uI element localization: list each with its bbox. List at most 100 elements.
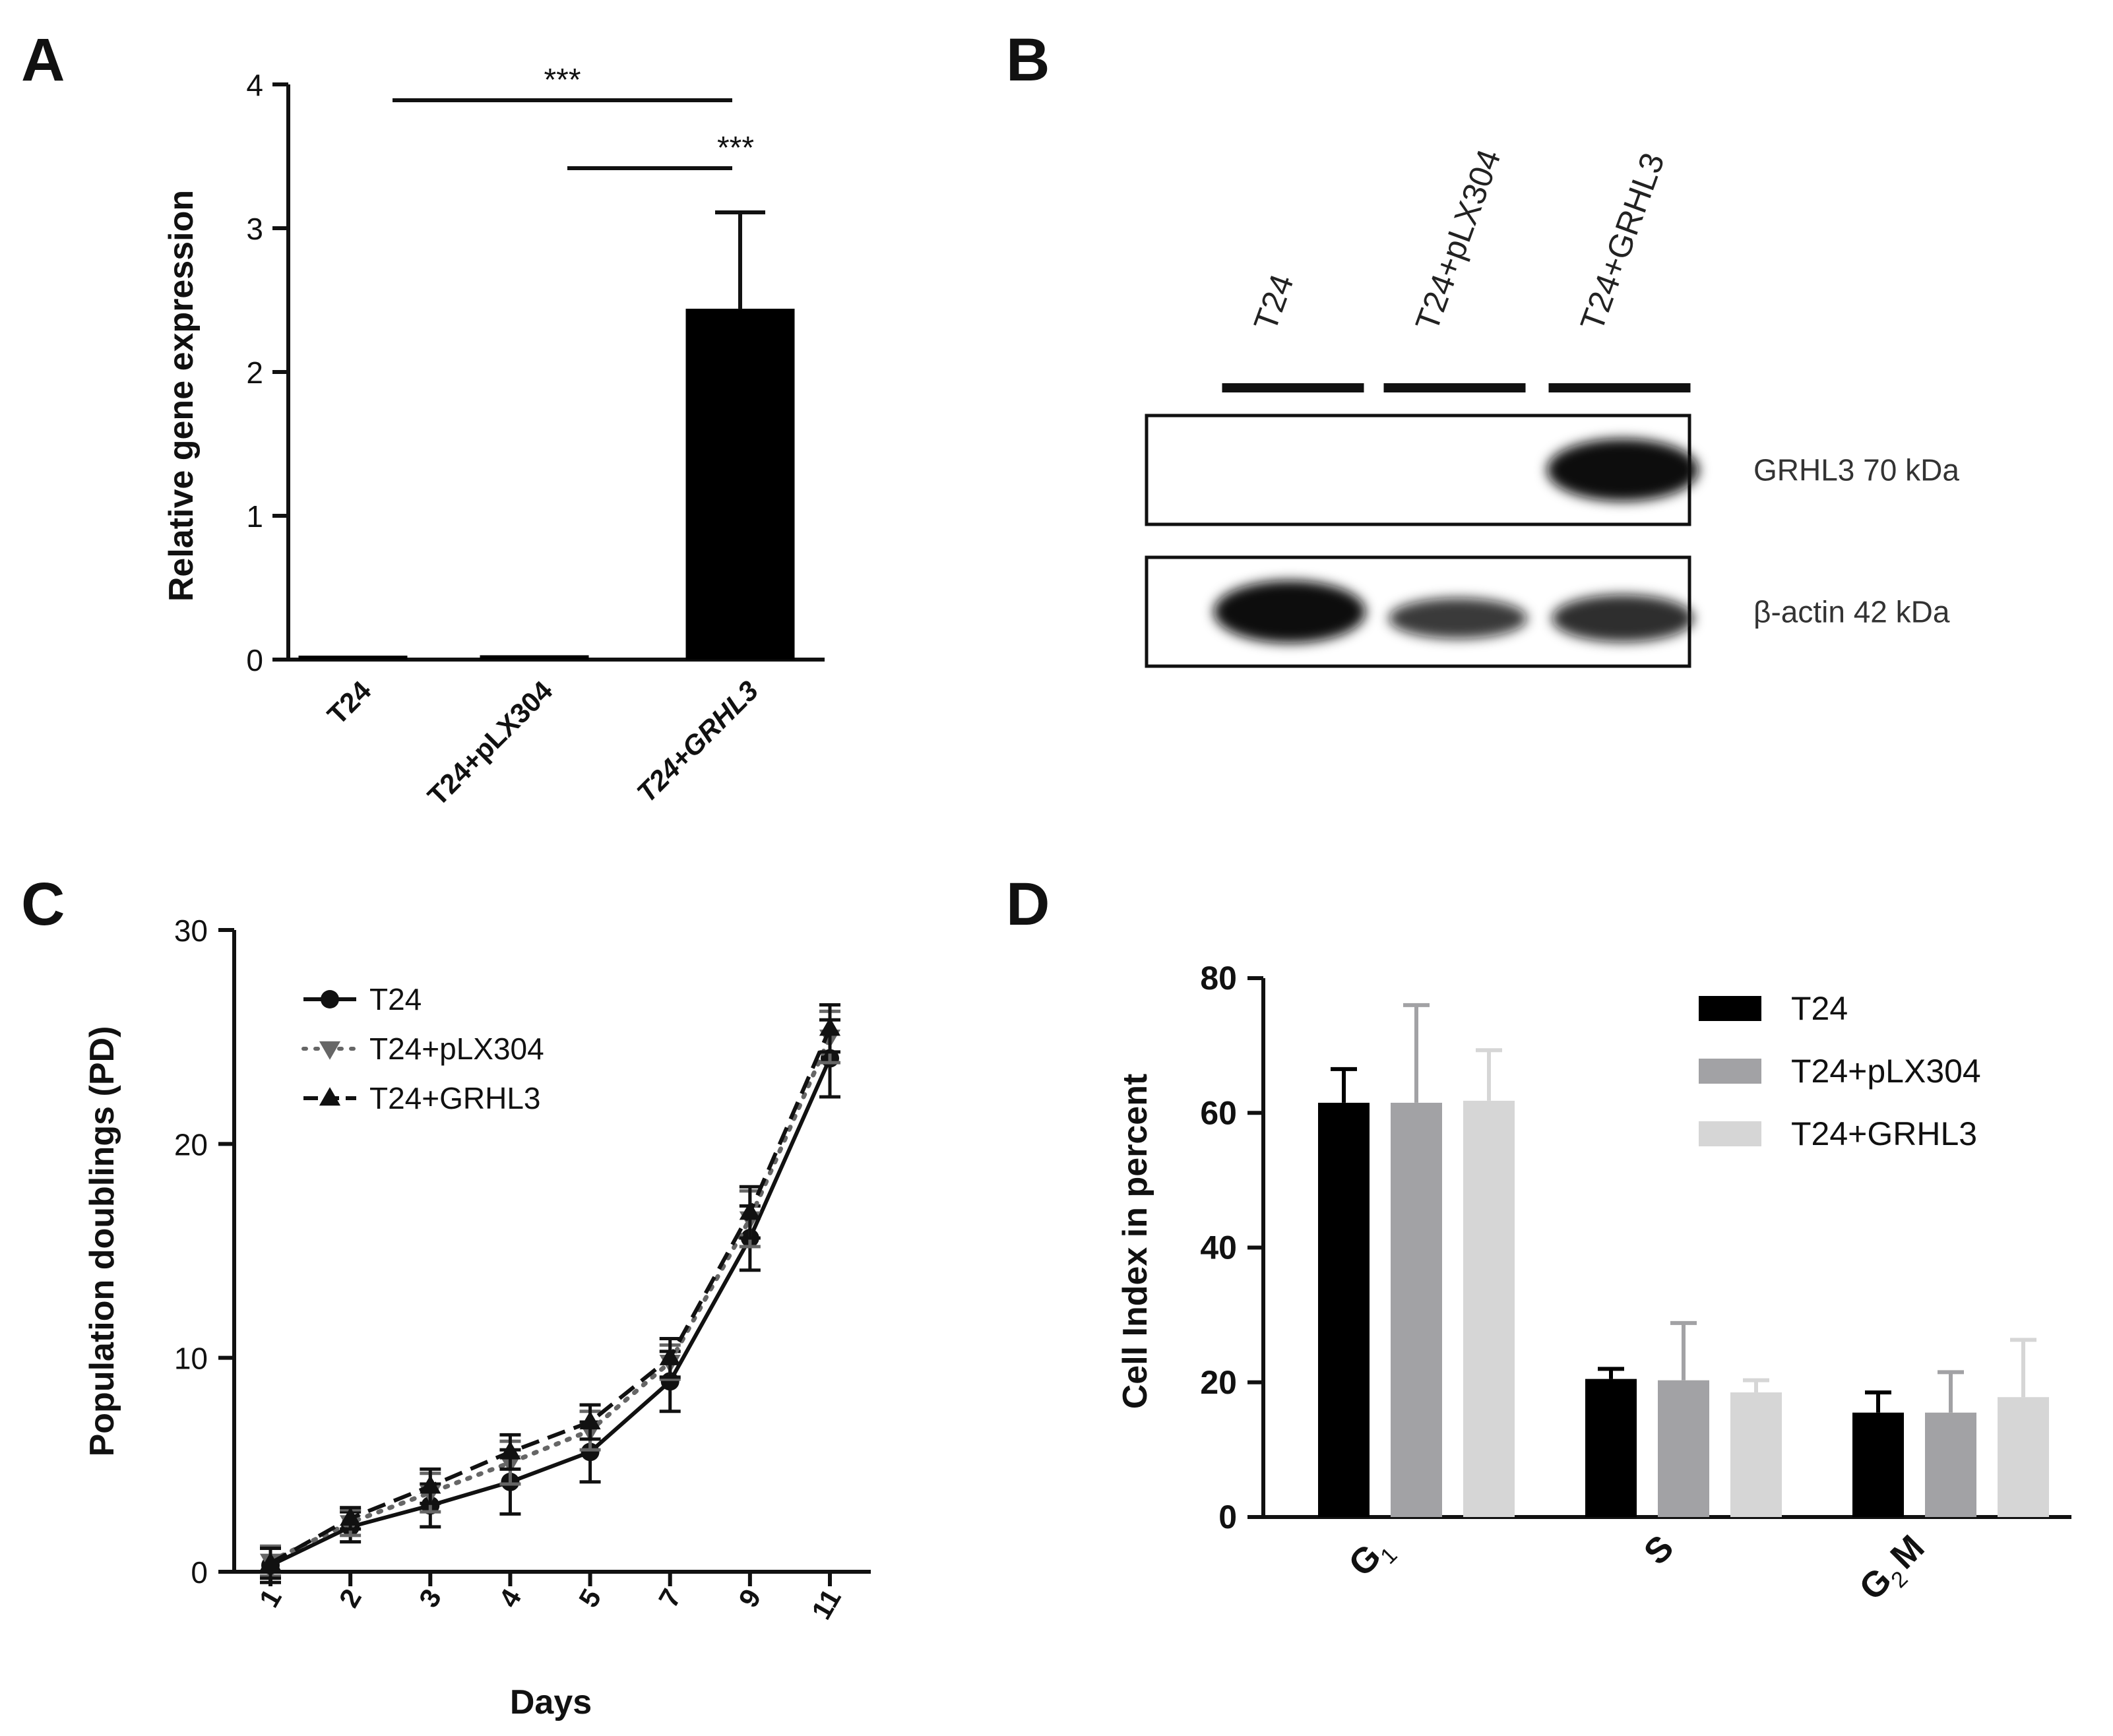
panel-d-y-axis-title: Cell Index in percent	[1116, 1074, 1154, 1410]
legend-label: T24	[369, 982, 422, 1016]
legend-item: T24+GRHL3	[1699, 1115, 1977, 1152]
error-bar	[1743, 1378, 1769, 1393]
y-tick-label: 0	[1218, 1499, 1237, 1535]
legend-item: T24	[1699, 990, 1848, 1027]
error-bar	[1938, 1370, 1964, 1413]
marker-triangle	[819, 1017, 841, 1036]
bar	[1852, 1412, 1904, 1517]
series-2	[259, 1003, 841, 1580]
marker-circle	[581, 1442, 600, 1462]
bar	[685, 309, 795, 660]
series-line	[269, 1057, 832, 1567]
series-0	[260, 1018, 840, 1584]
legend-label: T24+GRHL3	[369, 1081, 541, 1115]
x-tick-label: T24+pLX304	[422, 675, 559, 812]
error-bar	[1598, 1367, 1624, 1379]
blot-band	[1214, 580, 1366, 643]
legend-swatch	[1699, 1059, 1761, 1084]
y-tick-label: 2	[246, 356, 263, 390]
bar	[1658, 1380, 1709, 1517]
panel-c-y-axis-title: Population doublings (PD)	[83, 1026, 121, 1457]
panel-label-d: D	[1006, 871, 1050, 938]
series-line	[268, 1034, 833, 1564]
series-line	[269, 1027, 832, 1565]
legend-label: T24+pLX304	[369, 1032, 544, 1066]
lane-label: T24+GRHL3	[1573, 148, 1672, 336]
panel-c-x-axis-title: Days	[510, 1683, 592, 1721]
x-tick-label: G2M	[1852, 1528, 1937, 1613]
panel-label-a: A	[21, 26, 65, 94]
y-tick-label: 60	[1200, 1094, 1237, 1131]
significance-label: ***	[717, 131, 754, 166]
error-bar	[1476, 1048, 1502, 1101]
bar	[1998, 1397, 2049, 1517]
panel-label-b: B	[1006, 26, 1050, 94]
x-tick-label: 2	[333, 1584, 367, 1613]
x-tick-label: G1	[1341, 1528, 1403, 1589]
blot-band	[1389, 598, 1527, 639]
error-bar	[1331, 1067, 1357, 1103]
marker-triangle	[739, 1201, 761, 1220]
x-tick-label: S	[1637, 1528, 1682, 1572]
x-tick-label: 5	[573, 1584, 607, 1613]
error-bar	[715, 210, 765, 309]
y-tick-label: 20	[1200, 1364, 1237, 1401]
x-tick-label: 1	[253, 1584, 287, 1613]
bar	[1925, 1412, 1976, 1517]
marker-triangle	[420, 1475, 441, 1494]
marker-triangle	[340, 1507, 362, 1526]
x-tick-label: 4	[493, 1583, 528, 1612]
y-tick-label: 30	[174, 914, 208, 948]
lane-label: T24+pLX304	[1408, 144, 1508, 336]
marker-triangle	[659, 1346, 681, 1365]
legend-label: T24	[1791, 990, 1848, 1027]
bar	[1463, 1100, 1515, 1517]
bar	[1730, 1392, 1782, 1517]
marker-triangle	[499, 1441, 521, 1460]
x-tick-label: T24+GRHL3	[631, 675, 764, 808]
error-bar	[2010, 1338, 2036, 1398]
y-tick-label: 3	[246, 212, 263, 246]
legend-swatch	[1699, 996, 1761, 1021]
y-tick-label: 4	[246, 68, 263, 102]
legend-item: T24	[303, 982, 422, 1016]
bar	[1391, 1102, 1442, 1517]
bar	[480, 655, 589, 660]
blot-band	[1547, 439, 1699, 501]
blot-row-label: β-actin 42 kDa	[1753, 595, 1950, 629]
blot-row-label: GRHL3 70 kDa	[1753, 453, 1959, 487]
error-bar	[1403, 1003, 1430, 1103]
marker-triangle	[319, 1041, 341, 1060]
panel-c-line-chart: Population doublings (PD) Days 0 10 20 30 1 2…	[83, 914, 871, 1721]
error-bar	[1670, 1320, 1697, 1380]
panel-a-y-axis-title: Relative gene expression	[162, 190, 201, 602]
error-bar	[1865, 1390, 1891, 1413]
bar	[298, 656, 408, 660]
x-tick-label: 11	[805, 1584, 847, 1625]
marker-triangle	[319, 1087, 341, 1106]
panel-d-bar-chart: Cell Index in percent 0 20 40 60 80 G1 S G2M T24…	[1116, 960, 2071, 1613]
y-tick-label: 80	[1200, 960, 1237, 997]
legend-item: T24+GRHL3	[303, 1081, 541, 1115]
legend-label: T24+pLX304	[1791, 1053, 1981, 1090]
panel-b-western-blot: T24 T24+pLX304 T24+GRHL3 GRHL3 70 kDa β-acti…	[1145, 144, 1959, 668]
series-1	[259, 1009, 841, 1578]
significance-label: ***	[544, 63, 581, 98]
y-tick-label: 0	[191, 1555, 208, 1590]
panel-a-bar-chart: Relative gene expression 0 1 2 3 4 T24 T24+pLX…	[162, 63, 825, 812]
y-tick-label: 40	[1200, 1229, 1237, 1266]
marker-triangle	[259, 1552, 282, 1571]
legend-item: T24+pLX304	[1699, 1053, 1981, 1090]
marker-circle	[321, 990, 339, 1008]
legend-item: T24+pLX304	[301, 1032, 544, 1066]
legend-swatch	[1699, 1121, 1761, 1146]
x-tick-label: T24	[321, 675, 377, 731]
y-tick-label: 1	[246, 499, 263, 534]
marker-triangle	[579, 1411, 601, 1430]
y-tick-label: 20	[174, 1127, 208, 1162]
x-tick-label: 3	[413, 1584, 447, 1613]
bar	[1318, 1102, 1370, 1517]
y-tick-label: 0	[246, 643, 263, 677]
y-tick-label: 10	[174, 1342, 208, 1376]
